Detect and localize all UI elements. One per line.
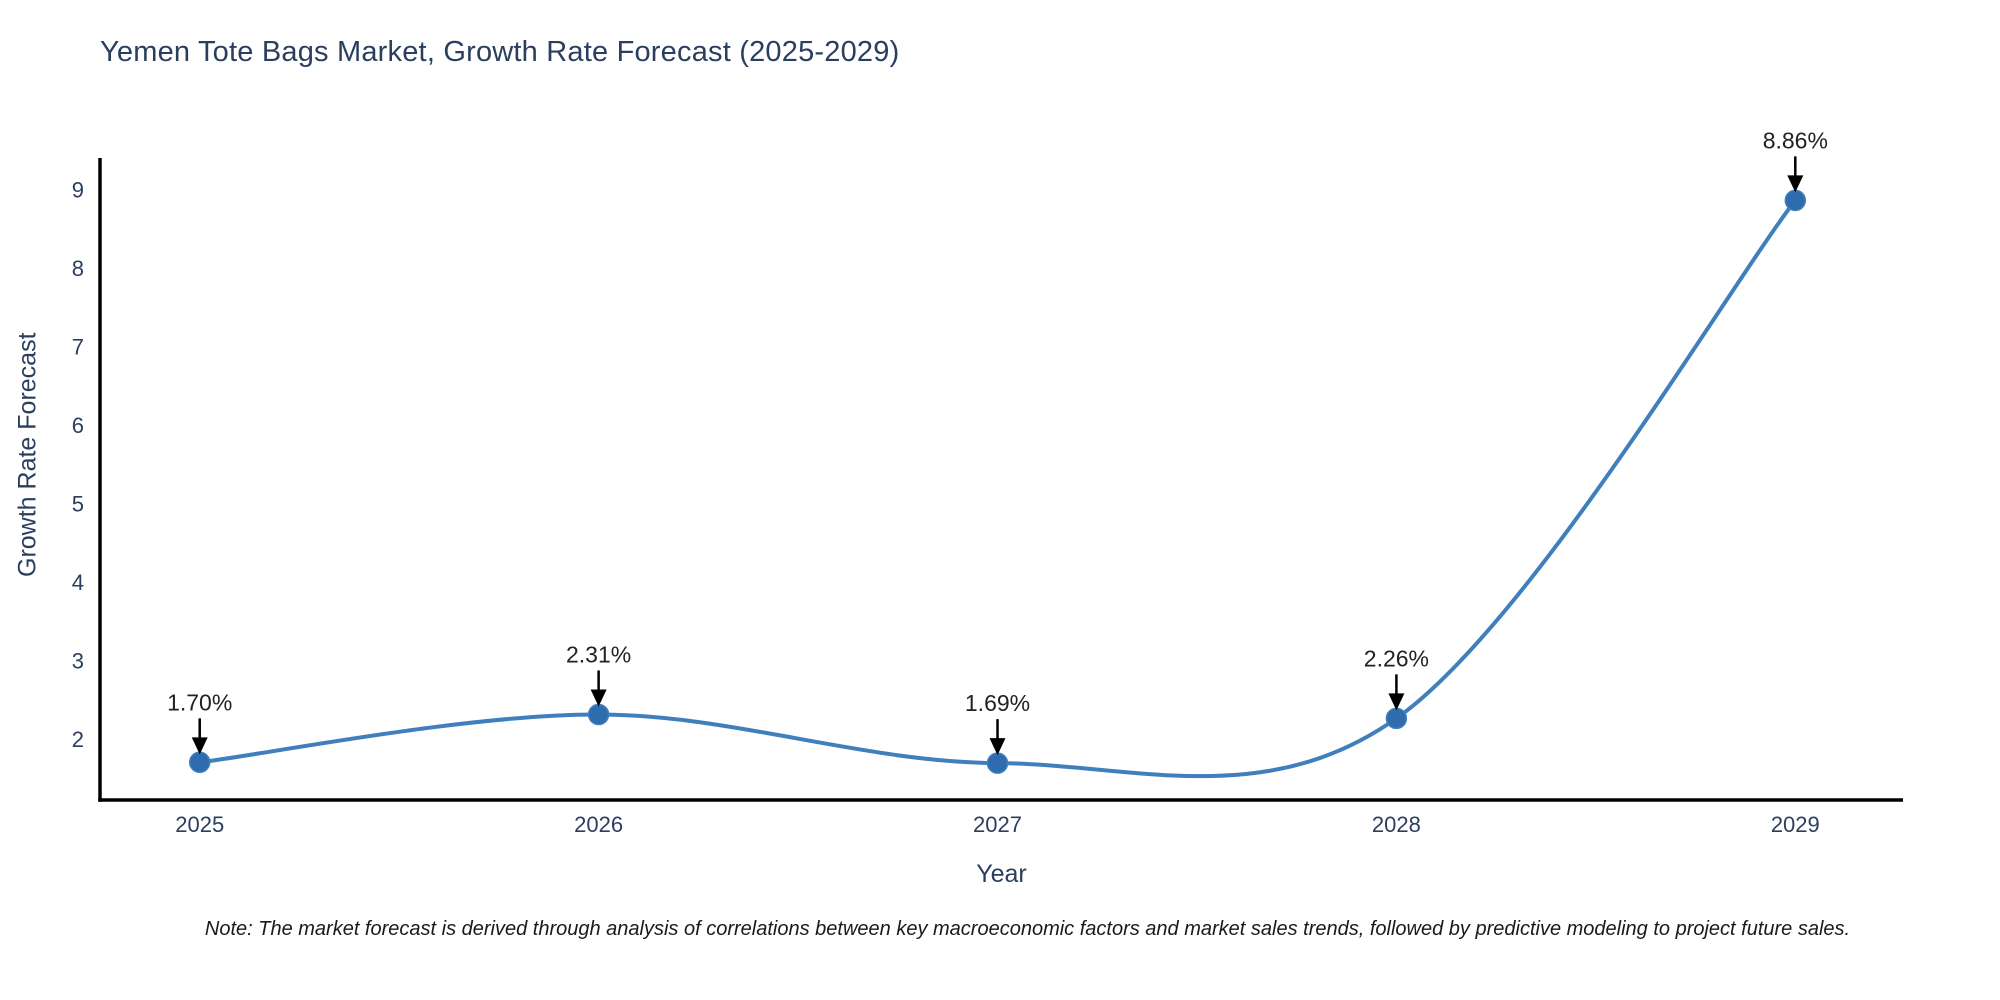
data-point-marker xyxy=(587,703,610,726)
x-axis-title: Year xyxy=(976,860,1027,888)
y-tick-label: 9 xyxy=(72,177,84,202)
y-axis-title: Growth Rate Forecast xyxy=(13,332,42,578)
annotation-arrowhead-icon xyxy=(1388,693,1405,711)
data-point-marker xyxy=(1784,189,1807,212)
y-tick-label: 6 xyxy=(72,413,84,438)
data-point-label: 2.26% xyxy=(1364,645,1429,671)
y-tick-label: 8 xyxy=(72,256,84,281)
x-tick-label: 2025 xyxy=(175,812,224,837)
x-tick-label: 2029 xyxy=(1771,812,1820,837)
data-point-label: 1.70% xyxy=(167,689,232,715)
x-tick-label: 2026 xyxy=(574,812,623,837)
data-point-label: 1.69% xyxy=(965,690,1030,716)
forecast-line xyxy=(197,198,1798,779)
x-tick-label: 2027 xyxy=(973,812,1022,837)
data-point-label: 8.86% xyxy=(1763,127,1828,153)
chart-title: Yemen Tote Bags Market, Growth Rate Fore… xyxy=(100,36,900,68)
annotation-arrowhead-icon xyxy=(590,689,607,707)
y-tick-label: 2 xyxy=(72,727,84,752)
x-tick-label: 2028 xyxy=(1372,812,1421,837)
y-tick-label: 7 xyxy=(72,334,84,359)
data-point-marker xyxy=(1385,707,1408,730)
y-tick-label: 3 xyxy=(72,648,84,673)
y-tick-label: 5 xyxy=(72,491,84,516)
y-tick-label: 4 xyxy=(72,570,84,595)
annotation-arrowhead-icon xyxy=(1787,175,1804,193)
data-point-marker xyxy=(188,751,211,774)
annotation-arrowhead-icon xyxy=(191,737,208,755)
chart-note: Note: The market forecast is derived thr… xyxy=(204,918,1851,940)
data-point-marker xyxy=(986,752,1009,774)
annotation-arrowhead-icon xyxy=(989,738,1006,756)
data-point-label: 2.31% xyxy=(566,642,631,668)
